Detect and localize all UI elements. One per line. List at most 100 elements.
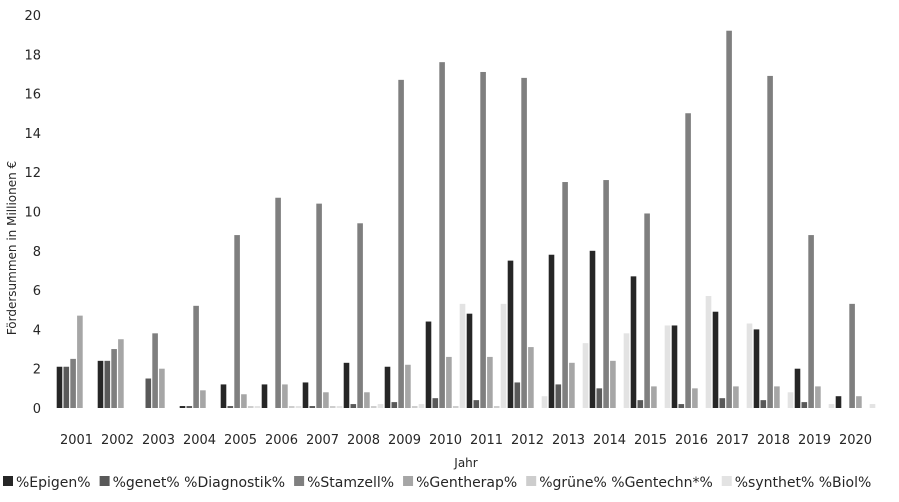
bar (480, 71, 486, 408)
x-tick-label: 2003 (142, 433, 175, 448)
x-tick-label: 2006 (265, 433, 298, 448)
x-tick-label: 2020 (839, 433, 872, 448)
bar (254, 406, 261, 408)
bar (685, 113, 691, 408)
bar (678, 404, 685, 408)
legend: %Epigen% %genet% %Diagnostik% %Stamzell% %G… (3, 475, 871, 491)
bar (493, 406, 500, 408)
bar (514, 382, 521, 408)
bar (145, 378, 152, 408)
bar (746, 323, 753, 408)
bar (869, 404, 876, 408)
bar (500, 303, 507, 408)
bar (377, 404, 384, 408)
legend-swatch (3, 476, 13, 486)
bar (630, 276, 637, 408)
y-tick-label: 16 (24, 88, 41, 103)
bar (692, 388, 698, 408)
x-tick-label: 2007 (306, 433, 339, 448)
bar (596, 388, 603, 408)
bar (712, 311, 719, 408)
bar (384, 366, 391, 408)
bar (391, 402, 398, 408)
legend-label: %Gentherap% (416, 475, 517, 491)
bar (118, 339, 124, 408)
bar (364, 392, 370, 408)
legend-swatch (526, 476, 537, 486)
bar (452, 406, 459, 408)
legend-swatch (294, 476, 305, 486)
bar (589, 250, 596, 408)
x-tick-label: 2016 (675, 433, 708, 448)
x-tick-label: 2017 (716, 433, 749, 448)
bar (487, 356, 493, 408)
bar (186, 406, 193, 408)
bar (159, 368, 165, 408)
legend-label: %synthet% %Biol% (735, 475, 872, 491)
x-axis-ticks: 2001 2002 2003 2004 2005 2006 2007 2008 2009 2010… (60, 433, 872, 448)
bar (637, 400, 644, 408)
bar (432, 398, 439, 408)
bar (808, 235, 814, 408)
bar (343, 362, 350, 408)
bar (582, 343, 589, 408)
bar (179, 406, 186, 408)
bar (329, 406, 336, 408)
bar (336, 406, 343, 408)
bar (234, 235, 240, 408)
legend-swatch (721, 476, 732, 486)
bar (644, 213, 650, 408)
bar (664, 325, 671, 408)
y-tick-label: 0 (33, 402, 41, 417)
x-tick-label: 2001 (60, 433, 93, 448)
bar (623, 333, 630, 408)
bar (411, 406, 418, 408)
bar (466, 313, 473, 408)
x-tick-label: 2002 (101, 433, 134, 448)
bar (316, 203, 322, 408)
legend-label: %grüne% %Gentechn*% (539, 475, 713, 491)
bar (152, 333, 158, 408)
bar (295, 406, 302, 408)
bar (569, 362, 575, 408)
bar (261, 384, 268, 408)
bar (733, 386, 739, 408)
bar (63, 366, 70, 408)
bar (398, 79, 404, 408)
bars (56, 30, 876, 409)
y-tick-label: 14 (24, 127, 41, 142)
bar (446, 356, 452, 408)
bar (849, 303, 855, 408)
bar (56, 366, 63, 408)
bar (70, 358, 76, 409)
bar (651, 386, 657, 408)
bar (288, 406, 295, 408)
bar (801, 402, 808, 408)
x-tick-label: 2008 (347, 433, 380, 448)
bar (671, 325, 678, 408)
bar (77, 315, 83, 408)
bar (370, 406, 377, 408)
legend-swatch (99, 476, 110, 486)
x-tick-label: 2011 (470, 433, 503, 448)
bar (767, 75, 773, 409)
bar (425, 321, 432, 408)
x-tick-label: 2015 (634, 433, 667, 448)
legend-label: %genet% %Diagnostik% (113, 475, 286, 491)
x-tick-label: 2012 (511, 433, 544, 448)
bar (835, 396, 842, 408)
bar (111, 349, 117, 408)
bar (760, 400, 767, 408)
x-tick-label: 2004 (183, 433, 216, 448)
bar (794, 368, 801, 408)
bar (220, 384, 227, 408)
bar (241, 394, 247, 408)
bar (507, 260, 514, 409)
x-tick-label: 2013 (552, 433, 585, 448)
legend-label: %Stamzell% (307, 475, 394, 491)
y-tick-label: 20 (24, 9, 41, 24)
bar (200, 390, 206, 408)
legend-label: %Epigen% (16, 475, 91, 491)
